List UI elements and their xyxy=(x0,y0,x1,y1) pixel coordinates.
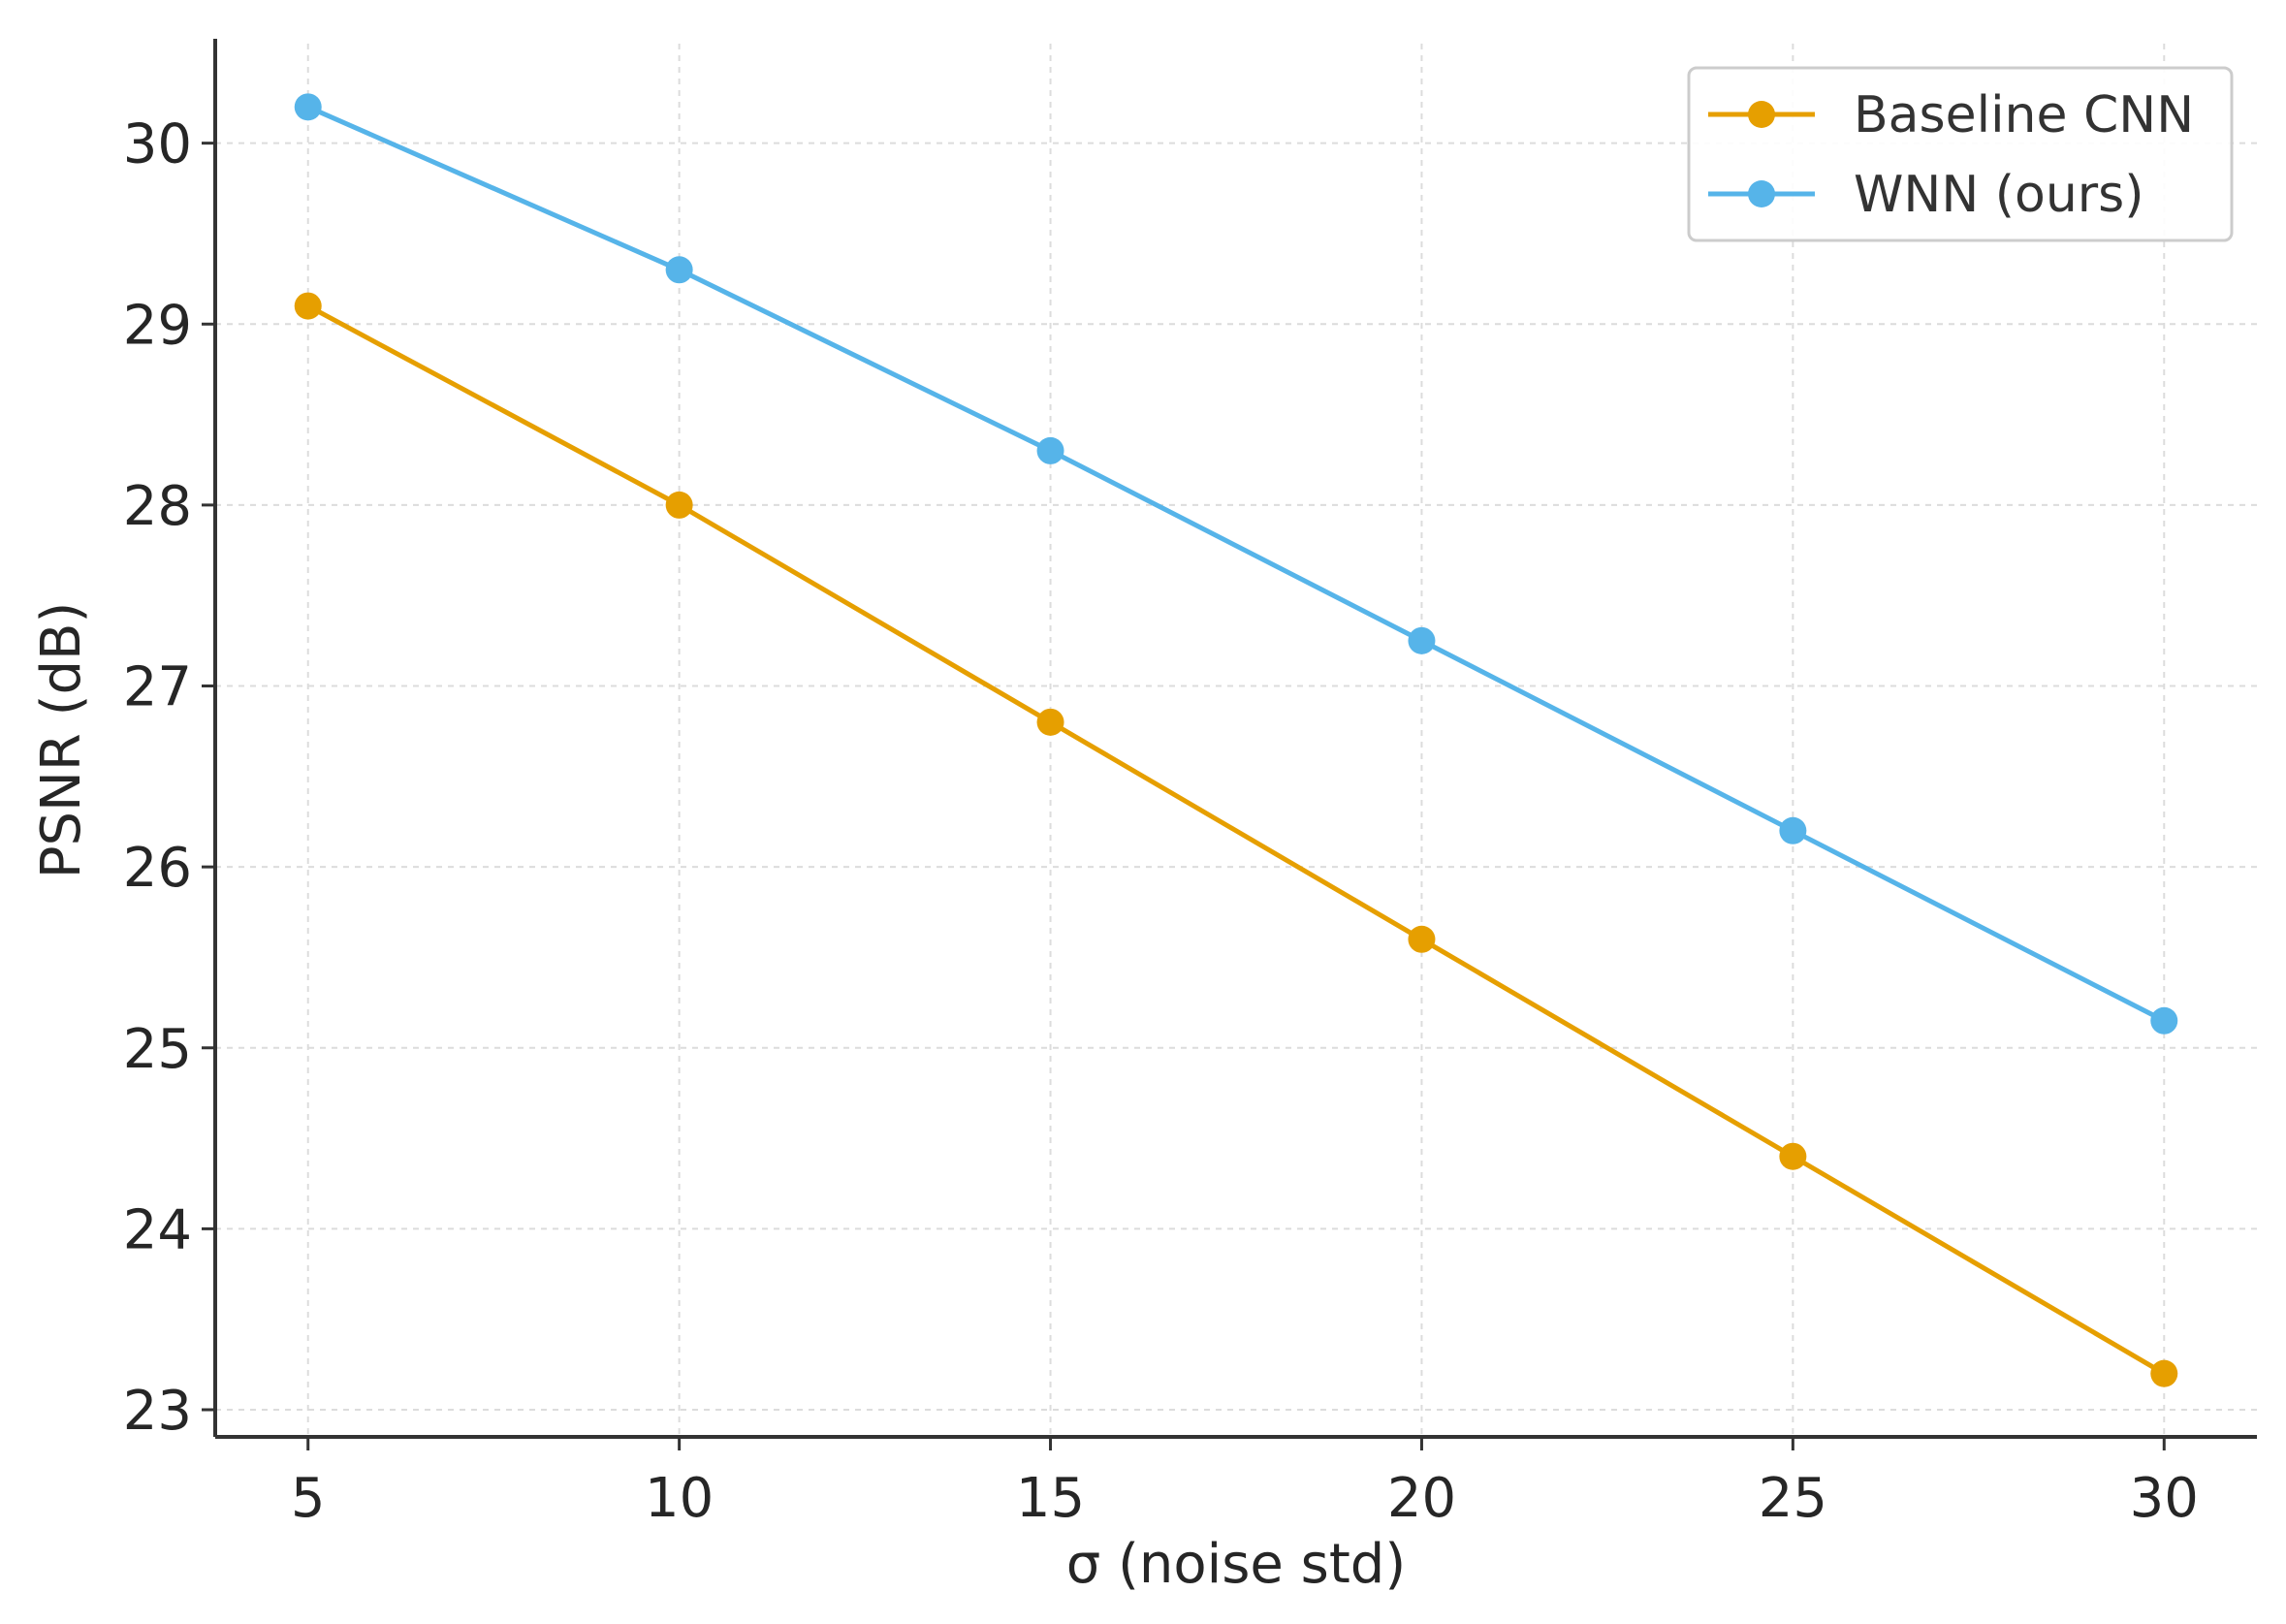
series-0-point-3 xyxy=(1408,925,1436,953)
y-tick-label-1: 24 xyxy=(123,1198,192,1261)
series-0-point-5 xyxy=(2150,1359,2178,1387)
axes xyxy=(213,39,2257,1439)
series-1-point-2 xyxy=(1036,436,1064,464)
legend-marker-0 xyxy=(1748,101,1775,128)
legend-label-1: WNN (ours) xyxy=(1854,166,2144,224)
x-tick-label-3: 20 xyxy=(1387,1467,1456,1530)
series-line-0 xyxy=(305,303,2167,1377)
series-line-1 xyxy=(305,104,2167,1024)
series-0-point-2 xyxy=(1036,708,1064,736)
y-tick-label-2: 25 xyxy=(123,1018,192,1081)
legend-box xyxy=(1687,66,2234,242)
series-1-point-0 xyxy=(294,93,322,121)
series-1-point-5 xyxy=(2150,1006,2178,1035)
series-1-point-4 xyxy=(1779,816,1807,844)
x-axis-label: σ (noise std) xyxy=(1066,1533,1406,1596)
y-axis-label: PSNR (dB) xyxy=(30,602,93,879)
y-tick-label-5: 28 xyxy=(123,475,192,538)
legend-label-0: Baseline CNN xyxy=(1854,86,2194,144)
series-0-point-4 xyxy=(1779,1142,1807,1170)
y-tick-label-3: 26 xyxy=(123,837,192,900)
legend: Baseline CNN WNN (ours) xyxy=(1687,66,2234,242)
tick-labels: 5 10 15 20 25 30 23 24 25 26 27 28 29 30 xyxy=(123,113,2199,1530)
grid xyxy=(215,44,2257,1437)
y-tick-label-6: 29 xyxy=(123,294,192,357)
series-lines xyxy=(294,93,2178,1387)
legend-marker-1 xyxy=(1748,180,1775,207)
series-0-point-0 xyxy=(294,292,322,320)
series-1-point-1 xyxy=(665,256,693,284)
x-tick-label-5: 30 xyxy=(2130,1467,2199,1530)
x-tick-label-0: 5 xyxy=(291,1467,326,1530)
y-tick-label-4: 27 xyxy=(123,656,192,719)
y-tick-label-0: 23 xyxy=(123,1380,192,1443)
y-tick-label-7: 30 xyxy=(123,113,192,176)
x-tick-label-1: 10 xyxy=(645,1467,714,1530)
x-tick-label-4: 25 xyxy=(1759,1467,1827,1530)
series-0-point-1 xyxy=(665,491,693,519)
x-tick-label-2: 15 xyxy=(1016,1467,1085,1530)
series-1-point-3 xyxy=(1408,626,1436,654)
